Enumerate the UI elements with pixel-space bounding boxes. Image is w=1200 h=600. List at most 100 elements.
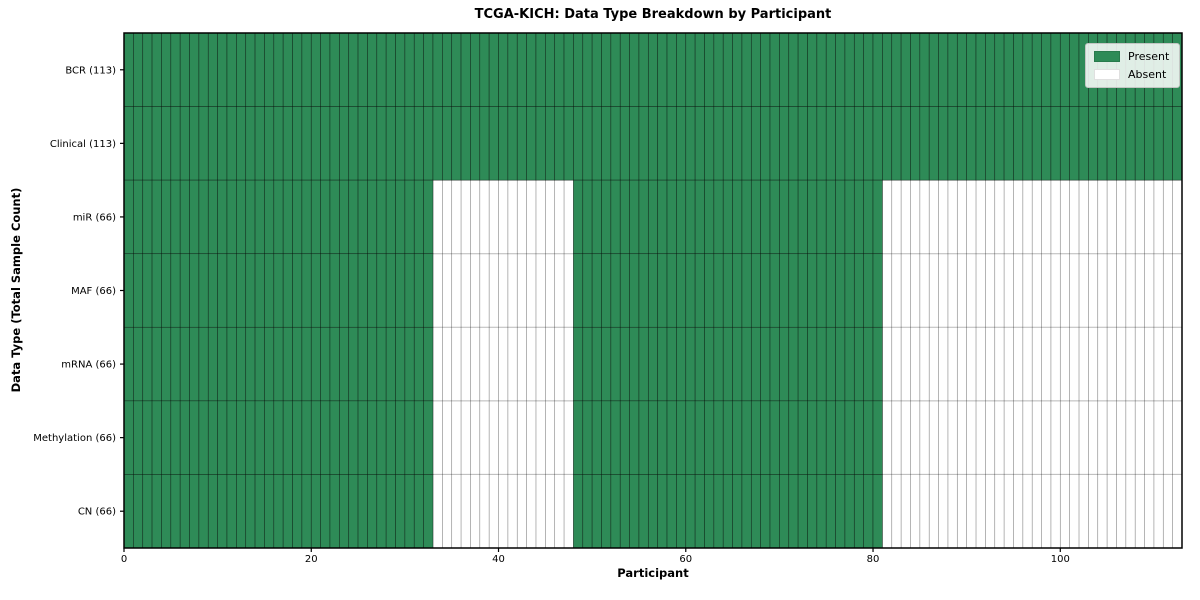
heatmap-cell [292, 326, 303, 402]
heatmap-cell [582, 32, 593, 107]
heatmap-cell [301, 474, 312, 549]
heatmap-cell [236, 179, 247, 255]
heatmap-cell [198, 474, 209, 549]
heatmap-cell [853, 253, 864, 328]
heatmap-cell [123, 106, 134, 181]
heatmap-cell [638, 32, 649, 107]
heatmap-cell [694, 474, 705, 549]
heatmap-cell [217, 32, 228, 107]
heatmap-cell [750, 474, 761, 549]
heatmap-cell [779, 179, 790, 255]
heatmap-cell [123, 179, 134, 255]
heatmap-cell [170, 32, 181, 107]
heatmap-cell [722, 474, 733, 549]
heatmap-cell [179, 106, 190, 181]
heatmap-cell [133, 474, 144, 549]
x-axis-label: Participant [617, 566, 689, 580]
heatmap-cell [133, 253, 144, 328]
heatmap-cell [395, 106, 406, 181]
heatmap-cell [741, 253, 752, 328]
heatmap-cell [376, 326, 387, 402]
heatmap-cell [779, 400, 790, 475]
heatmap-cell [245, 326, 256, 402]
heatmap-cell [329, 253, 340, 328]
heatmap-cell [217, 106, 228, 181]
heatmap-cell [601, 106, 612, 181]
heatmap-cell [844, 32, 855, 107]
heatmap-cell [797, 400, 808, 475]
legend: Present Absent [1085, 43, 1181, 88]
heatmap-cell [357, 400, 368, 475]
y-tick-label: miR (66) [73, 212, 116, 223]
heatmap-cell [189, 106, 200, 181]
heatmap-cell [732, 179, 743, 255]
heatmap-cell [1106, 106, 1117, 181]
heatmap-cell [891, 106, 902, 181]
heatmap-cell [732, 106, 743, 181]
heatmap-cell [516, 32, 527, 107]
heatmap-cell [985, 106, 996, 181]
heatmap-cell [629, 106, 640, 181]
heatmap-cell [975, 106, 986, 181]
heatmap-cell [619, 106, 630, 181]
heatmap-cell [245, 253, 256, 328]
heatmap-cell [151, 474, 162, 549]
heatmap-cell [217, 400, 228, 475]
heatmap-cell [797, 474, 808, 549]
heatmap-cell [638, 106, 649, 181]
heatmap-cell [151, 253, 162, 328]
heatmap-cell [732, 326, 743, 402]
heatmap-cell [1134, 106, 1145, 181]
heatmap-cell [694, 179, 705, 255]
heatmap-cell [236, 474, 247, 549]
heatmap-cell [713, 474, 724, 549]
heatmap-cell [638, 474, 649, 549]
heatmap-cell [601, 400, 612, 475]
heatmap-cell [985, 32, 996, 107]
heatmap-cell [704, 32, 715, 107]
heatmap-cell [853, 474, 864, 549]
heatmap-cell [573, 106, 584, 181]
heatmap-cell [741, 400, 752, 475]
heatmap-cell [329, 400, 340, 475]
heatmap-cell [666, 326, 677, 402]
heatmap-cell [676, 32, 687, 107]
heatmap-cell [853, 400, 864, 475]
heatmap-cell [395, 326, 406, 402]
heatmap-cell [844, 106, 855, 181]
heatmap-cell [647, 253, 659, 328]
heatmap-cell [254, 253, 265, 328]
heatmap-cell [310, 400, 321, 475]
heatmap-cell [610, 474, 621, 549]
heatmap-cell [666, 106, 677, 181]
heatmap-cell [676, 253, 687, 328]
heatmap-cell [413, 400, 424, 475]
legend-item-absent: Absent [1094, 68, 1169, 81]
heatmap-cell [142, 179, 153, 255]
heatmap-cell [470, 32, 481, 107]
heatmap-cell [348, 326, 359, 402]
heatmap-cell [413, 253, 424, 328]
heatmap-cell [619, 32, 630, 107]
heatmap-cell [816, 253, 827, 328]
heatmap-cell [582, 179, 593, 255]
heatmap-cell [900, 32, 911, 107]
heatmap-cell [601, 253, 612, 328]
heatmap-cell [919, 106, 930, 181]
heatmap-cell [825, 106, 836, 181]
heatmap-cell [619, 253, 630, 328]
heatmap-cell [198, 326, 209, 402]
heatmap-cell [189, 326, 200, 402]
heatmap-cell [835, 400, 846, 475]
heatmap-cell [329, 32, 340, 107]
heatmap-cell [367, 400, 378, 475]
heatmap-cell [1097, 106, 1108, 181]
heatmap-cell [563, 106, 574, 181]
heatmap-cell [1116, 106, 1127, 181]
heatmap-cell [151, 32, 162, 107]
heatmap-cell [329, 326, 340, 402]
heatmap-cell [1003, 32, 1014, 107]
heatmap-cell [629, 474, 640, 549]
heatmap-cell [207, 400, 218, 475]
heatmap-cell [488, 32, 499, 107]
